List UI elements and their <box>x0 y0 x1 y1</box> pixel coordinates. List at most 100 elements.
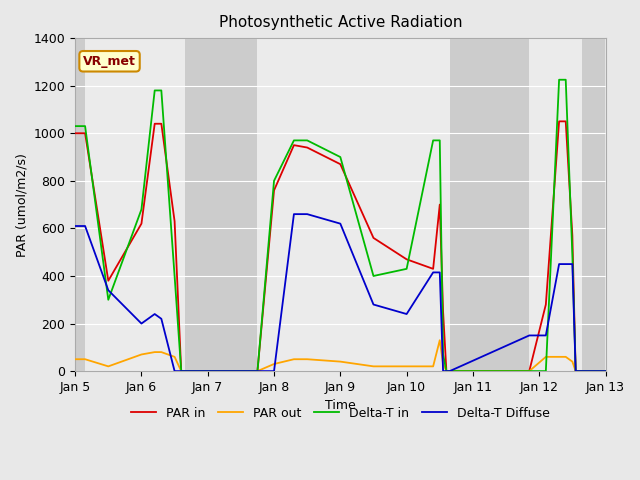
PAR in <box>104 278 112 284</box>
Title: Photosynthetic Active Radiation: Photosynthetic Active Radiation <box>219 15 462 30</box>
PAR in <box>138 221 145 227</box>
PAR in <box>575 368 583 374</box>
PAR in <box>370 235 378 241</box>
PAR out <box>542 354 550 360</box>
PAR in <box>439 309 447 314</box>
PAR out <box>151 349 159 355</box>
Delta-T Diffuse <box>446 368 454 374</box>
Delta-T in <box>303 137 311 143</box>
Delta-T Diffuse <box>602 368 609 374</box>
PAR out <box>562 354 570 360</box>
PAR in <box>446 368 454 374</box>
Delta-T Diffuse <box>556 261 563 267</box>
Delta-T in <box>337 154 344 160</box>
Delta-T Diffuse <box>177 368 185 374</box>
PAR out <box>177 368 185 374</box>
Bar <box>184 38 257 371</box>
PAR out <box>568 359 576 364</box>
PAR in <box>81 131 89 136</box>
Delta-T in <box>602 368 609 374</box>
Delta-T Diffuse <box>157 316 165 322</box>
PAR out <box>442 368 450 374</box>
PAR out <box>270 361 278 367</box>
Delta-T Diffuse <box>575 368 583 374</box>
PAR in <box>151 121 159 127</box>
PAR out <box>429 363 437 369</box>
Bar <box>450 38 529 371</box>
Delta-T Diffuse <box>290 211 298 217</box>
PAR in <box>525 368 533 374</box>
Bar <box>529 38 582 371</box>
PAR out <box>525 368 533 374</box>
Bar <box>75 38 85 371</box>
Text: VR_met: VR_met <box>83 55 136 68</box>
PAR out <box>253 368 261 374</box>
Delta-T in <box>542 368 550 374</box>
PAR in <box>579 368 586 374</box>
PAR in <box>180 368 188 374</box>
Delta-T in <box>429 137 437 143</box>
Delta-T in <box>138 206 145 212</box>
Delta-T Diffuse <box>568 261 576 267</box>
Delta-T Diffuse <box>270 368 278 374</box>
PAR out <box>572 368 579 374</box>
PAR in <box>436 202 444 207</box>
Delta-T in <box>270 178 278 184</box>
Delta-T in <box>157 87 165 93</box>
PAR in <box>403 256 410 262</box>
Delta-T in <box>556 77 563 83</box>
PAR out <box>403 363 410 369</box>
Delta-T Diffuse <box>71 223 79 229</box>
PAR out <box>370 363 378 369</box>
Delta-T Diffuse <box>180 368 188 374</box>
Delta-T in <box>177 368 185 374</box>
Delta-T in <box>525 368 533 374</box>
PAR in <box>337 161 344 167</box>
Delta-T in <box>568 252 576 257</box>
Delta-T Diffuse <box>439 368 447 374</box>
PAR in <box>556 119 563 124</box>
Delta-T in <box>562 77 570 83</box>
Bar <box>85 38 184 371</box>
Bar <box>257 38 450 371</box>
Line: Delta-T in: Delta-T in <box>75 80 605 371</box>
Delta-T Diffuse <box>81 223 89 229</box>
PAR in <box>290 142 298 148</box>
Delta-T Diffuse <box>104 288 112 293</box>
Delta-T Diffuse <box>403 311 410 317</box>
Delta-T in <box>442 368 450 374</box>
Delta-T in <box>572 368 579 374</box>
Line: PAR out: PAR out <box>75 340 605 371</box>
Delta-T Diffuse <box>151 311 159 317</box>
PAR in <box>270 188 278 193</box>
PAR out <box>556 354 563 360</box>
PAR out <box>303 356 311 362</box>
Line: PAR in: PAR in <box>75 121 605 371</box>
X-axis label: Time: Time <box>325 399 356 412</box>
Delta-T in <box>81 123 89 129</box>
Delta-T in <box>436 137 444 143</box>
PAR out <box>436 337 444 343</box>
PAR in <box>602 368 609 374</box>
Delta-T Diffuse <box>253 368 261 374</box>
PAR in <box>562 119 570 124</box>
Delta-T Diffuse <box>525 333 533 338</box>
Delta-T in <box>71 123 79 129</box>
Delta-T in <box>104 297 112 303</box>
PAR in <box>71 131 79 136</box>
Delta-T in <box>290 137 298 143</box>
PAR in <box>253 368 261 374</box>
Delta-T Diffuse <box>171 368 179 374</box>
Delta-T in <box>253 368 261 374</box>
Delta-T Diffuse <box>542 333 550 338</box>
PAR out <box>337 359 344 364</box>
Delta-T in <box>403 266 410 272</box>
Delta-T Diffuse <box>303 211 311 217</box>
Delta-T Diffuse <box>436 270 444 276</box>
Delta-T Diffuse <box>138 321 145 326</box>
Line: Delta-T Diffuse: Delta-T Diffuse <box>75 214 605 371</box>
Delta-T Diffuse <box>562 261 570 267</box>
PAR in <box>429 266 437 272</box>
PAR in <box>303 144 311 150</box>
PAR in <box>568 233 576 239</box>
